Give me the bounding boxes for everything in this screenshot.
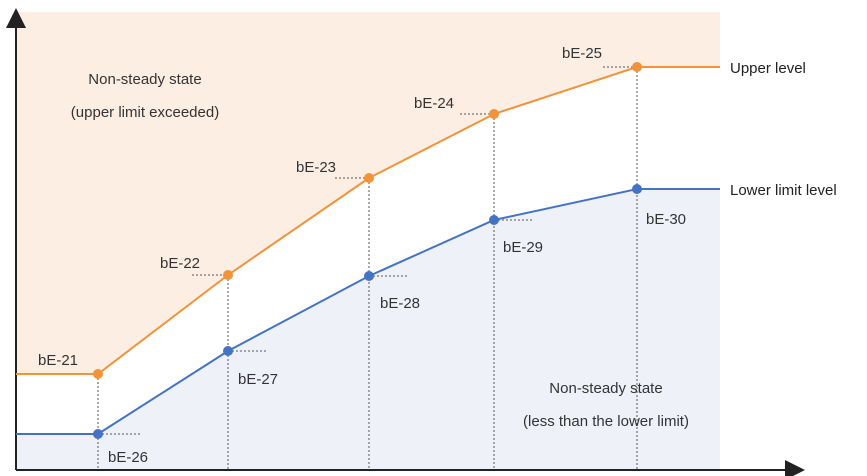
vertical-guides [97,67,638,470]
point-be-30 [632,184,642,194]
upper-region-subtitle: (upper limit exceeded) [71,104,219,121]
lower-region-fill [16,189,720,470]
upper-region-title: Non-steady state [88,71,201,88]
label-be-30: bE-30 [646,211,686,228]
label-be-27: bE-27 [238,371,278,388]
label-be-24: bE-24 [414,95,454,112]
point-be-23 [364,173,374,183]
point-be-29 [489,215,499,225]
label-be-22: bE-22 [160,255,200,272]
point-be-21 [93,369,103,379]
point-be-27 [223,346,233,356]
point-be-26 [93,429,103,439]
label-be-25: bE-25 [562,45,602,62]
point-be-25 [632,62,642,72]
label-be-28: bE-28 [380,295,420,312]
point-be-22 [223,270,233,280]
lower-limit-level-label: Lower limit level [730,182,837,199]
upper-level-label: Upper level [730,60,806,77]
lower-points [93,184,642,439]
point-be-28 [364,271,374,281]
label-be-26: bE-26 [108,449,148,466]
lower-region-title: Non-steady state [549,380,662,397]
upper-points [93,62,642,379]
point-be-24 [489,109,499,119]
label-be-29: bE-29 [503,239,543,256]
label-be-23: bE-23 [296,159,336,176]
label-be-21: bE-21 [38,352,78,369]
upper-region-fill [16,12,720,374]
lower-region-subtitle: (less than the lower limit) [523,413,689,430]
